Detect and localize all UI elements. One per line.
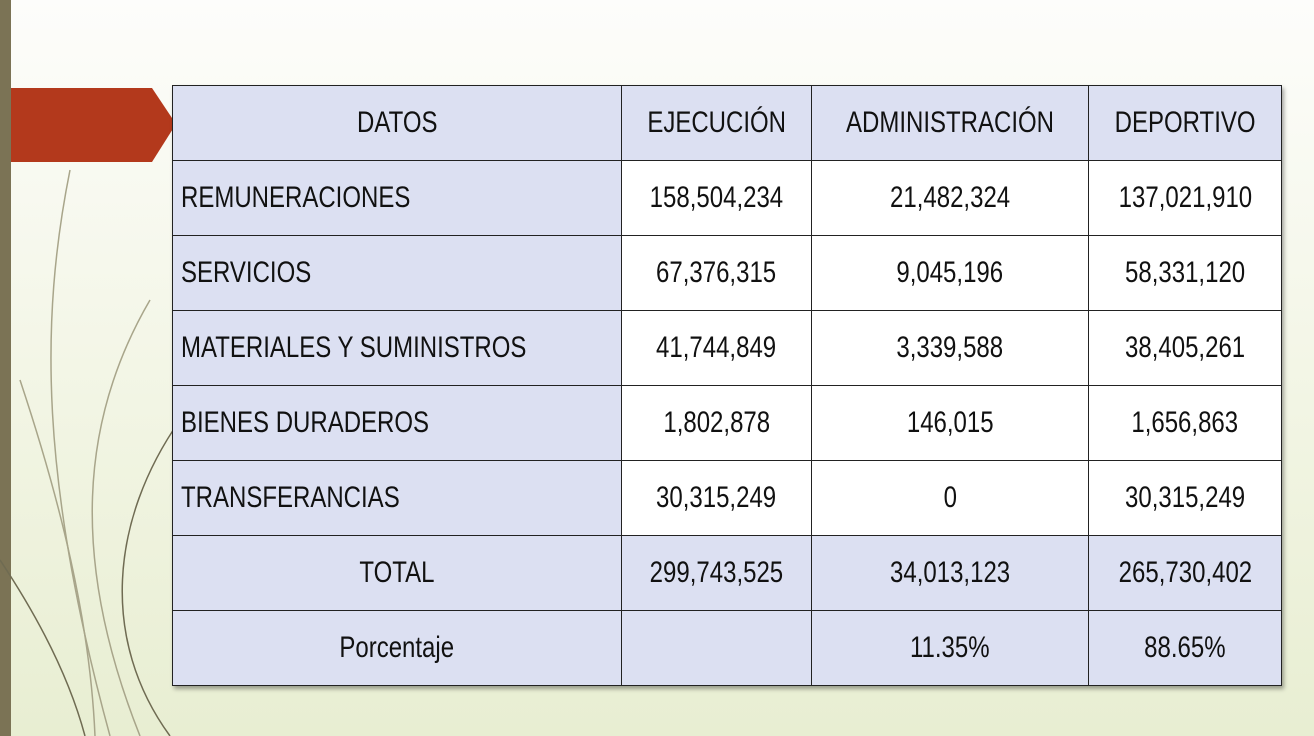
value-cell: 137,021,910: [1089, 161, 1282, 236]
header-cell: DEPORTIVO: [1089, 86, 1282, 161]
value-cell: 34,013,123: [812, 536, 1089, 611]
row-label: BIENES DURADEROS: [173, 386, 622, 461]
value-cell: 41,744,849: [621, 311, 811, 386]
arrow-marker: [11, 88, 176, 162]
value-cell: 0: [812, 461, 1089, 536]
value-cell: 265,730,402: [1089, 536, 1282, 611]
cell-text: 158,504,234: [650, 181, 783, 215]
cell-text: MATERIALES Y SUMINISTROS: [181, 331, 526, 365]
cell-text: Porcentaje: [340, 631, 455, 665]
header-cell: ADMINISTRACIÓN: [812, 86, 1089, 161]
row-label: Porcentaje: [173, 611, 622, 686]
data-row: Porcentaje 11.35% 88.65%: [173, 611, 1282, 686]
cell-text: DEPORTIVO: [1115, 106, 1256, 140]
cell-text: 88.65%: [1145, 631, 1226, 665]
cell-text: 11.35%: [910, 631, 990, 665]
cell-text: ADMINISTRACIÓN: [846, 106, 1054, 140]
cell-text: EJECUCIÓN: [647, 106, 786, 140]
cell-text: 41,744,849: [656, 331, 776, 365]
value-cell: 21,482,324: [812, 161, 1089, 236]
data-row: TRANSFERANCIAS 30,315,249 0 30,315,249: [173, 461, 1282, 536]
cell-text: 299,743,525: [650, 556, 783, 590]
side-bar: [0, 0, 11, 736]
cell-text: DATOS: [357, 106, 437, 140]
cell-text: REMUNERACIONES: [181, 181, 410, 215]
cell-text: BIENES DURADEROS: [181, 406, 429, 440]
value-cell: 38,405,261: [1089, 311, 1282, 386]
value-cell: 1,656,863: [1089, 386, 1282, 461]
value-cell: 9,045,196: [812, 236, 1089, 311]
value-cell: 67,376,315: [621, 236, 811, 311]
cell-text: 38,405,261: [1125, 331, 1245, 365]
cell-text: 265,730,402: [1118, 556, 1251, 590]
value-cell: 146,015: [812, 386, 1089, 461]
value-cell: [621, 611, 811, 686]
value-cell: 299,743,525: [621, 536, 811, 611]
cell-text: 21,482,324: [890, 181, 1010, 215]
cell-text: 9,045,196: [897, 256, 1004, 290]
cell-text: TOTAL: [359, 556, 434, 590]
value-cell: 30,315,249: [621, 461, 811, 536]
value-cell: 58,331,120: [1089, 236, 1282, 311]
cell-text: 30,315,249: [1125, 481, 1245, 515]
cell-text: 67,376,315: [656, 256, 776, 290]
data-row: BIENES DURADEROS 1,802,878 146,015 1,656,86…: [173, 386, 1282, 461]
value-cell: 3,339,588: [812, 311, 1089, 386]
data-row: MATERIALES Y SUMINISTROS 41,744,849 3,339,…: [173, 311, 1282, 386]
data-table: DATOS EJECUCIÓN ADMINISTRACIÓN DEPORTIVO REM…: [172, 85, 1282, 686]
row-label: MATERIALES Y SUMINISTROS: [173, 311, 622, 386]
cell-text: 0: [943, 481, 956, 515]
row-label: TOTAL: [173, 536, 622, 611]
value-cell: 11.35%: [812, 611, 1089, 686]
cell-text: 146,015: [907, 406, 994, 440]
value-cell: 1,802,878: [621, 386, 811, 461]
row-label: SERVICIOS: [173, 236, 622, 311]
header-cell: DATOS: [173, 86, 622, 161]
row-label: REMUNERACIONES: [173, 161, 622, 236]
value-cell: 30,315,249: [1089, 461, 1282, 536]
data-row: TOTAL 299,743,525 34,013,123 265,730,402: [173, 536, 1282, 611]
cell-text: 1,802,878: [663, 406, 770, 440]
header-cell: EJECUCIÓN: [621, 86, 811, 161]
cell-text: 137,021,910: [1118, 181, 1251, 215]
row-label: TRANSFERANCIAS: [173, 461, 622, 536]
cell-text: SERVICIOS: [181, 256, 311, 290]
cell-text: 58,331,120: [1125, 256, 1245, 290]
cell-text: 1,656,863: [1132, 406, 1239, 440]
slide: DATOS EJECUCIÓN ADMINISTRACIÓN DEPORTIVO REM…: [0, 0, 1314, 736]
cell-text: 34,013,123: [890, 556, 1010, 590]
cell-text: TRANSFERANCIAS: [181, 481, 400, 515]
data-row: SERVICIOS 67,376,315 9,045,196 58,331,120: [173, 236, 1282, 311]
value-cell: 88.65%: [1089, 611, 1282, 686]
value-cell: 158,504,234: [621, 161, 811, 236]
header-row: DATOS EJECUCIÓN ADMINISTRACIÓN DEPORTIVO: [173, 86, 1282, 161]
data-row: REMUNERACIONES 158,504,234 21,482,324 137,0…: [173, 161, 1282, 236]
cell-text: 3,339,588: [897, 331, 1004, 365]
cell-text: 30,315,249: [656, 481, 776, 515]
curves: [0, 170, 180, 736]
